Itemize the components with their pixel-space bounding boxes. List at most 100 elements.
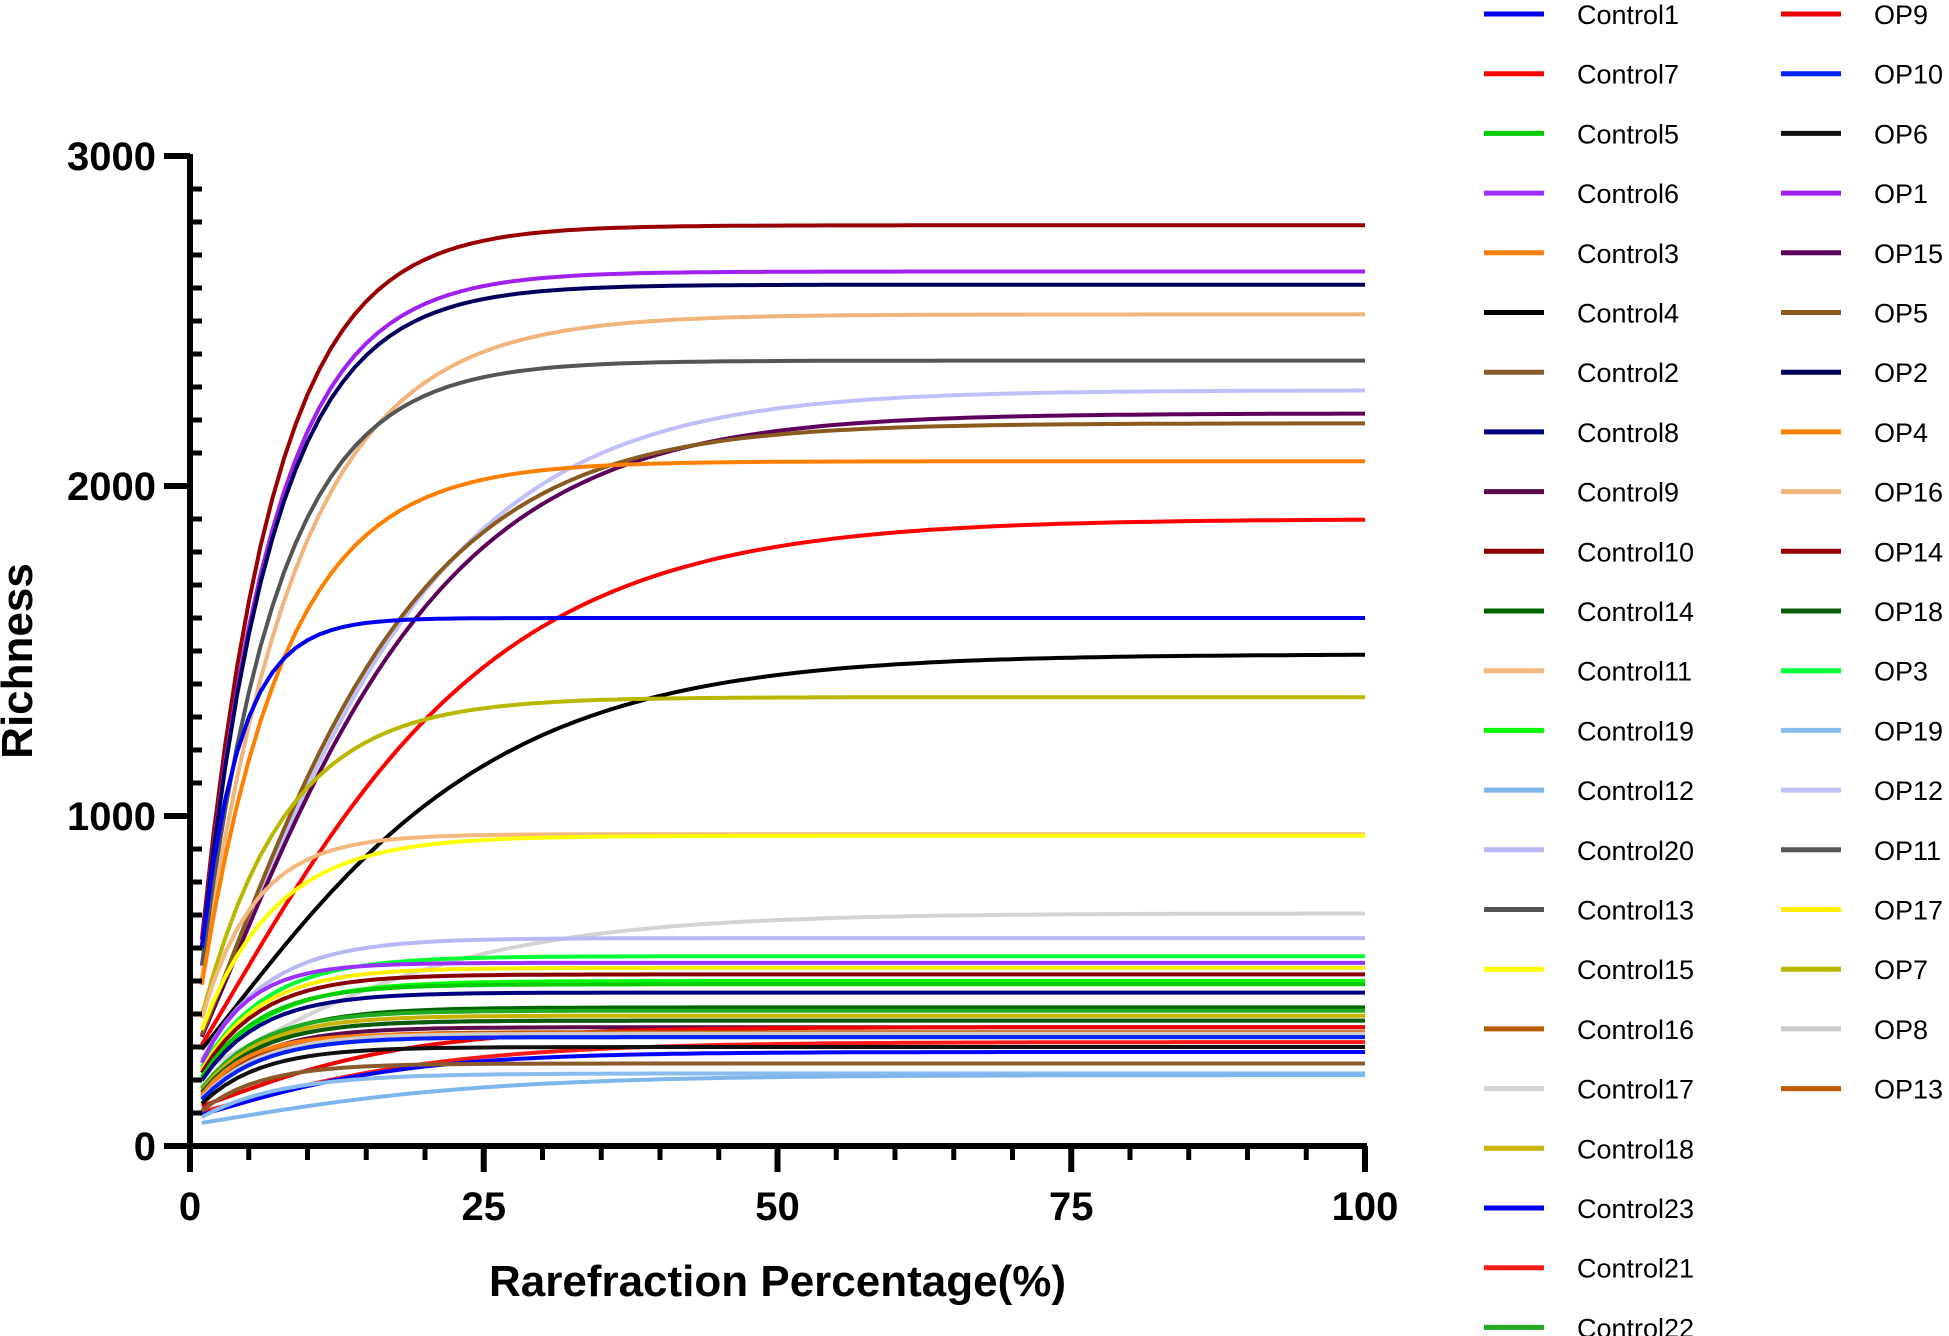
plot-series-group [199, 223, 1365, 1125]
legend-label: OP8 [1874, 1015, 1928, 1045]
series-line-control14 [200, 1005, 1365, 1090]
legend-label: Control23 [1577, 1194, 1694, 1224]
legend-label: OP19 [1874, 716, 1943, 746]
legend-label: OP9 [1874, 0, 1928, 30]
legend-item-op5: OP5 [1781, 299, 1928, 329]
legend-item-op11: OP11 [1781, 836, 1941, 866]
series-line-control21 [201, 1040, 1365, 1114]
series-line-control5 [200, 982, 1365, 1079]
x-tick-label: 75 [1049, 1185, 1094, 1229]
legend-label: OP11 [1874, 836, 1941, 866]
y-tick-label: 2000 [67, 465, 156, 509]
series-line-control22 [200, 1008, 1365, 1090]
legend-item-op7: OP7 [1781, 955, 1928, 985]
legend-label: Control17 [1577, 1075, 1694, 1105]
series-line-op2 [199, 282, 1365, 949]
x-axis-title: Rarefraction Percentage(%) [489, 1257, 1066, 1306]
legend-label: Control12 [1577, 776, 1694, 806]
series-line-op7 [199, 695, 1365, 1017]
legend-item-control11: Control11 [1484, 657, 1692, 687]
legend-label: Control20 [1577, 836, 1694, 866]
y-tick-label: 1000 [67, 795, 156, 839]
legend-item-op3: OP3 [1781, 657, 1928, 687]
series-line-control23 [201, 1050, 1365, 1117]
series-line-control20 [200, 936, 1365, 1061]
series-line-control4 [200, 652, 1365, 1051]
legend-item-op14: OP14 [1781, 537, 1943, 567]
legend-item-control20: Control20 [1484, 836, 1694, 866]
legend-label: OP13 [1874, 1075, 1943, 1105]
legend-item-control2: Control2 [1484, 358, 1679, 388]
legend-item-control16: Control16 [1484, 1015, 1694, 1045]
legend-label: Control7 [1577, 60, 1679, 90]
legend-label: OP15 [1874, 239, 1943, 269]
legend-label: Control4 [1577, 299, 1679, 329]
x-tick-label: 25 [462, 1185, 507, 1229]
legend-item-control21: Control21 [1484, 1254, 1694, 1284]
y-tick-label: 3000 [67, 135, 156, 179]
legend-item-op13: OP13 [1781, 1075, 1943, 1105]
legend-item-control15: Control15 [1484, 955, 1694, 985]
legend-label: Control3 [1577, 239, 1679, 269]
legend-item-op12: OP12 [1781, 776, 1943, 806]
legend-label: OP2 [1874, 358, 1928, 388]
series-line-op18 [200, 1018, 1365, 1094]
legend-item-control8: Control8 [1484, 418, 1679, 448]
series-line-op12 [199, 388, 1365, 1037]
legend-item-control9: Control9 [1484, 478, 1679, 508]
y-tick-label: 0 [134, 1125, 156, 1169]
legend-item-control22: Control22 [1484, 1313, 1694, 1336]
legend-label: OP7 [1874, 955, 1928, 985]
legend-label: OP16 [1874, 478, 1943, 508]
legend-item-op17: OP17 [1781, 896, 1943, 926]
legend-item-op6: OP6 [1781, 119, 1928, 149]
legend-label: Control2 [1577, 358, 1679, 388]
x-tick-label: 50 [755, 1185, 800, 1229]
series-line-op1 [199, 269, 1365, 947]
legend-label: OP3 [1874, 657, 1928, 687]
legend-item-control1: Control1 [1484, 0, 1679, 30]
series-line-op16 [199, 312, 1365, 980]
legend-item-control23: Control23 [1484, 1194, 1694, 1224]
series-line-control12 [201, 1073, 1365, 1125]
legend-label: Control8 [1577, 418, 1679, 448]
series-line-op17 [200, 965, 1365, 1071]
legend-item-control4: Control4 [1484, 299, 1679, 329]
series-line-control8 [200, 990, 1365, 1082]
legend-item-op18: OP18 [1781, 597, 1943, 627]
series-line-op4 [199, 459, 1365, 986]
legend-item-op15: OP15 [1781, 239, 1943, 269]
legend-item-op16: OP16 [1781, 478, 1943, 508]
x-tick-label: 0 [179, 1185, 201, 1229]
series-line-op8 [200, 1031, 1365, 1100]
legend-item-control14: Control14 [1484, 597, 1694, 627]
series-line-op10 [200, 1035, 1365, 1101]
legend-item-control5: Control5 [1484, 119, 1679, 149]
legend-label: OP10 [1874, 60, 1943, 90]
legend-label: Control21 [1577, 1254, 1694, 1284]
legend-item-control6: Control6 [1484, 179, 1679, 209]
legend-item-control19: Control19 [1484, 716, 1694, 746]
legend-label: Control1 [1577, 0, 1679, 30]
legend-label: Control18 [1577, 1134, 1694, 1164]
legend-label: Control19 [1577, 716, 1694, 746]
series-line-op11 [199, 358, 1365, 966]
legend-item-control18: Control18 [1484, 1134, 1694, 1164]
legend: Control1 Control7 Control5 Control6 Control3… [1484, 0, 1943, 1336]
legend-label: Control10 [1577, 537, 1694, 567]
series-line-control6 [200, 960, 1365, 1064]
series-line-op6 [200, 1045, 1365, 1106]
legend-item-control12: Control12 [1484, 776, 1694, 806]
series-line-op5 [199, 421, 1365, 1036]
legend-label: Control15 [1577, 955, 1694, 985]
legend-item-op10: OP10 [1781, 60, 1943, 90]
legend-label: Control9 [1577, 478, 1679, 508]
legend-label: OP12 [1874, 776, 1943, 806]
legend-item-control7: Control7 [1484, 60, 1679, 90]
series-line-op15 [199, 411, 1365, 1038]
series-line-control7 [200, 517, 1365, 1046]
legend-label: Control5 [1577, 119, 1679, 149]
legend-label: Control16 [1577, 1015, 1694, 1045]
series-line-control2 [200, 1061, 1365, 1113]
